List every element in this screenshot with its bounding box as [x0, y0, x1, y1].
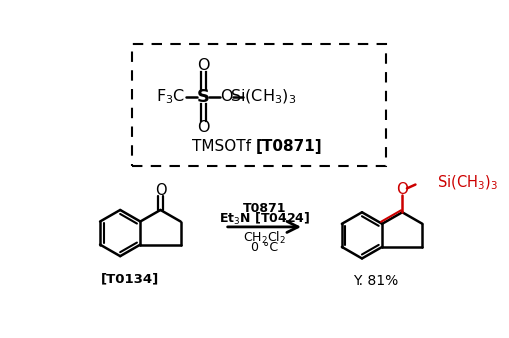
Text: CH$_2$Cl$_2$: CH$_2$Cl$_2$: [243, 230, 286, 246]
Text: [T0871]: [T0871]: [256, 139, 322, 154]
Text: O: O: [197, 58, 209, 73]
Text: [T0134]: [T0134]: [100, 273, 159, 286]
Text: S: S: [196, 88, 210, 106]
Text: Et$_3$N [T0424]: Et$_3$N [T0424]: [219, 211, 310, 227]
Text: O: O: [397, 183, 408, 197]
Text: Y. 81%: Y. 81%: [353, 274, 399, 288]
Bar: [132, 44, 386, 166]
Text: TMSOTf: TMSOTf: [192, 139, 256, 154]
Text: T0871: T0871: [243, 202, 286, 215]
Text: 0 °C: 0 °C: [251, 241, 278, 254]
Text: $\mathregular{Si(CH_3)_3}$: $\mathregular{Si(CH_3)_3}$: [231, 88, 297, 106]
Text: O: O: [197, 120, 209, 135]
Text: $\mathregular{Si(CH_3)_3}$: $\mathregular{Si(CH_3)_3}$: [437, 174, 498, 192]
Text: $\mathregular{F_3C}$: $\mathregular{F_3C}$: [156, 88, 185, 106]
Text: O: O: [220, 89, 233, 104]
Text: O: O: [155, 183, 166, 198]
